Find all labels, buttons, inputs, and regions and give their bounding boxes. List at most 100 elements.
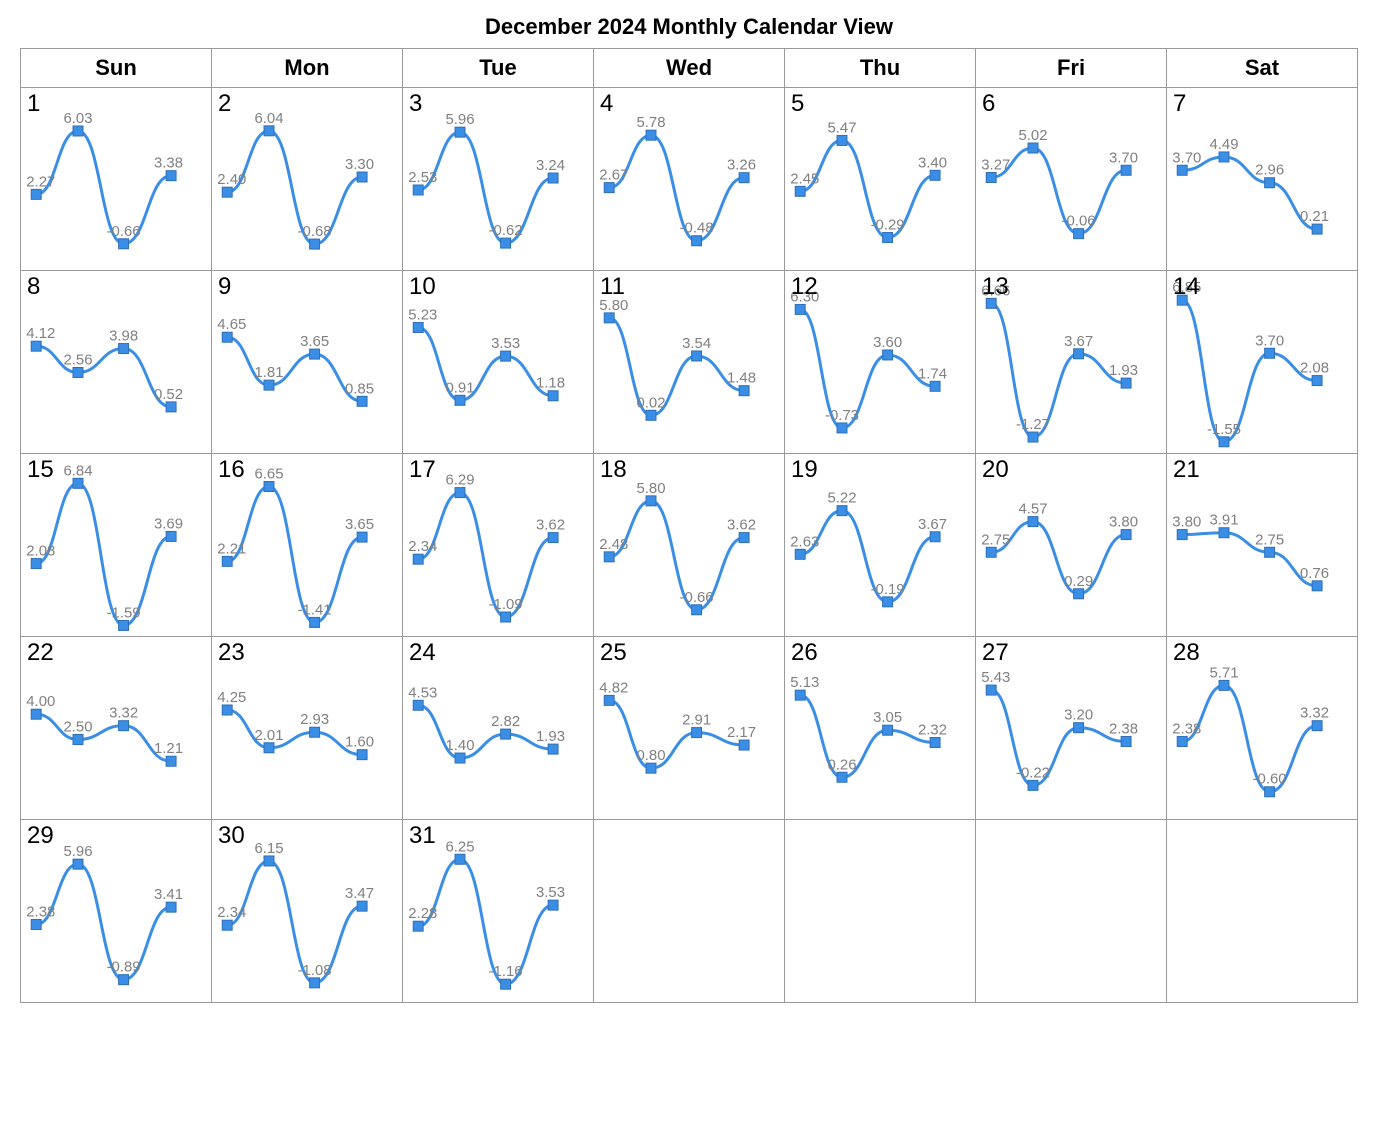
value-label: 4.49 — [1209, 136, 1238, 153]
weekday-header: Thu — [785, 49, 976, 88]
data-marker — [1028, 432, 1038, 442]
day-number: 13 — [982, 273, 1009, 301]
sparkline-path — [36, 131, 171, 244]
value-label: -1.27 — [1016, 416, 1050, 433]
value-label: 4.57 — [1018, 501, 1047, 518]
value-label: 3.65 — [300, 333, 329, 350]
value-label: 3.70 — [1255, 332, 1284, 349]
weekday-header: Fri — [976, 49, 1167, 88]
value-label: 3.62 — [536, 517, 565, 534]
data-marker — [1177, 530, 1187, 540]
value-label: 2.40 — [217, 171, 246, 188]
sparkline-path — [991, 690, 1126, 785]
value-label: 3.67 — [1064, 333, 1093, 350]
data-marker — [837, 772, 847, 782]
data-marker — [310, 978, 320, 988]
day-number: 8 — [27, 273, 40, 301]
data-marker — [837, 423, 847, 433]
value-label: 4.12 — [26, 325, 55, 342]
calendar-day-cell: 84.122.563.980.52 — [21, 271, 212, 454]
sparkline-path — [227, 710, 362, 755]
calendar-day-cell: 105.230.913.531.18 — [403, 271, 594, 454]
data-marker — [310, 617, 320, 627]
data-marker — [986, 547, 996, 557]
day-sparkline: 2.455.47-0.293.40 — [785, 88, 975, 270]
page-title: December 2024 Monthly Calendar View — [20, 14, 1358, 40]
value-label: 1.48 — [727, 370, 756, 387]
data-marker — [1312, 721, 1322, 731]
value-label: 3.32 — [1300, 705, 1329, 722]
value-label: 5.96 — [445, 111, 474, 128]
calendar-day-cell: 115.800.023.541.48 — [594, 271, 785, 454]
data-marker — [1028, 517, 1038, 527]
value-label: 1.40 — [445, 737, 474, 754]
day-number: 30 — [218, 822, 245, 850]
day-sparkline: 2.276.03-0.663.38 — [21, 88, 211, 270]
sparkline-path — [418, 859, 553, 984]
data-marker — [455, 488, 465, 498]
data-marker — [1219, 437, 1229, 447]
day-number: 27 — [982, 639, 1009, 667]
calendar-day-cell: 162.216.65-1.413.65 — [212, 454, 403, 637]
value-label: 6.29 — [445, 472, 474, 489]
data-marker — [1219, 152, 1229, 162]
value-label: -1.08 — [298, 962, 332, 979]
data-marker — [692, 236, 702, 246]
data-marker — [1074, 349, 1084, 359]
weekday-header: Sun — [21, 49, 212, 88]
value-label: 5.96 — [63, 843, 92, 860]
calendar-day-cell: 12.276.03-0.663.38 — [21, 88, 212, 271]
data-marker — [310, 349, 320, 359]
data-marker — [455, 854, 465, 864]
data-marker — [1265, 178, 1275, 188]
calendar-day-cell: 202.754.570.293.80 — [976, 454, 1167, 637]
data-marker — [413, 700, 423, 710]
day-number: 23 — [218, 639, 245, 667]
value-label: 2.38 — [1172, 720, 1201, 737]
data-marker — [119, 721, 129, 731]
value-label: -0.68 — [298, 223, 332, 240]
value-label: 3.62 — [727, 517, 756, 534]
value-label: 1.18 — [536, 375, 565, 392]
day-sparkline: 3.275.02-0.063.70 — [976, 88, 1166, 270]
value-label: 4.53 — [408, 684, 437, 701]
value-label: 2.48 — [599, 536, 628, 553]
sparkline-path — [1182, 533, 1317, 586]
data-marker — [739, 533, 749, 543]
sparkline-path — [609, 318, 744, 415]
day-number: 2 — [218, 90, 231, 118]
value-label: 0.29 — [1064, 573, 1093, 590]
data-marker — [119, 239, 129, 249]
value-label: 3.53 — [536, 884, 565, 901]
data-marker — [413, 921, 423, 931]
data-marker — [73, 734, 83, 744]
value-label: 5.02 — [1018, 127, 1047, 144]
data-marker — [1265, 787, 1275, 797]
data-marker — [692, 351, 702, 361]
sparkline-path — [36, 864, 171, 979]
data-marker — [119, 620, 129, 630]
data-marker — [1074, 229, 1084, 239]
data-marker — [604, 313, 614, 323]
value-label: 3.20 — [1064, 707, 1093, 724]
data-marker — [646, 130, 656, 140]
data-marker — [930, 170, 940, 180]
value-label: 5.23 — [408, 306, 437, 323]
value-label: 2.21 — [217, 540, 246, 557]
value-label: 1.74 — [918, 365, 947, 382]
data-marker — [455, 395, 465, 405]
day-number: 10 — [409, 273, 436, 301]
sparkline-path — [609, 700, 744, 768]
data-marker — [357, 901, 367, 911]
day-number: 17 — [409, 456, 436, 484]
data-marker — [930, 381, 940, 391]
day-number: 24 — [409, 639, 436, 667]
calendar-day-cell: 302.346.15-1.083.47 — [212, 820, 403, 1003]
sparkline-path — [36, 346, 171, 407]
day-sparkline: 2.675.78-0.483.26 — [594, 88, 784, 270]
weekday-header: Mon — [212, 49, 403, 88]
weekday-header: Sat — [1167, 49, 1358, 88]
data-marker — [455, 127, 465, 137]
data-marker — [646, 763, 656, 773]
data-marker — [1121, 378, 1131, 388]
